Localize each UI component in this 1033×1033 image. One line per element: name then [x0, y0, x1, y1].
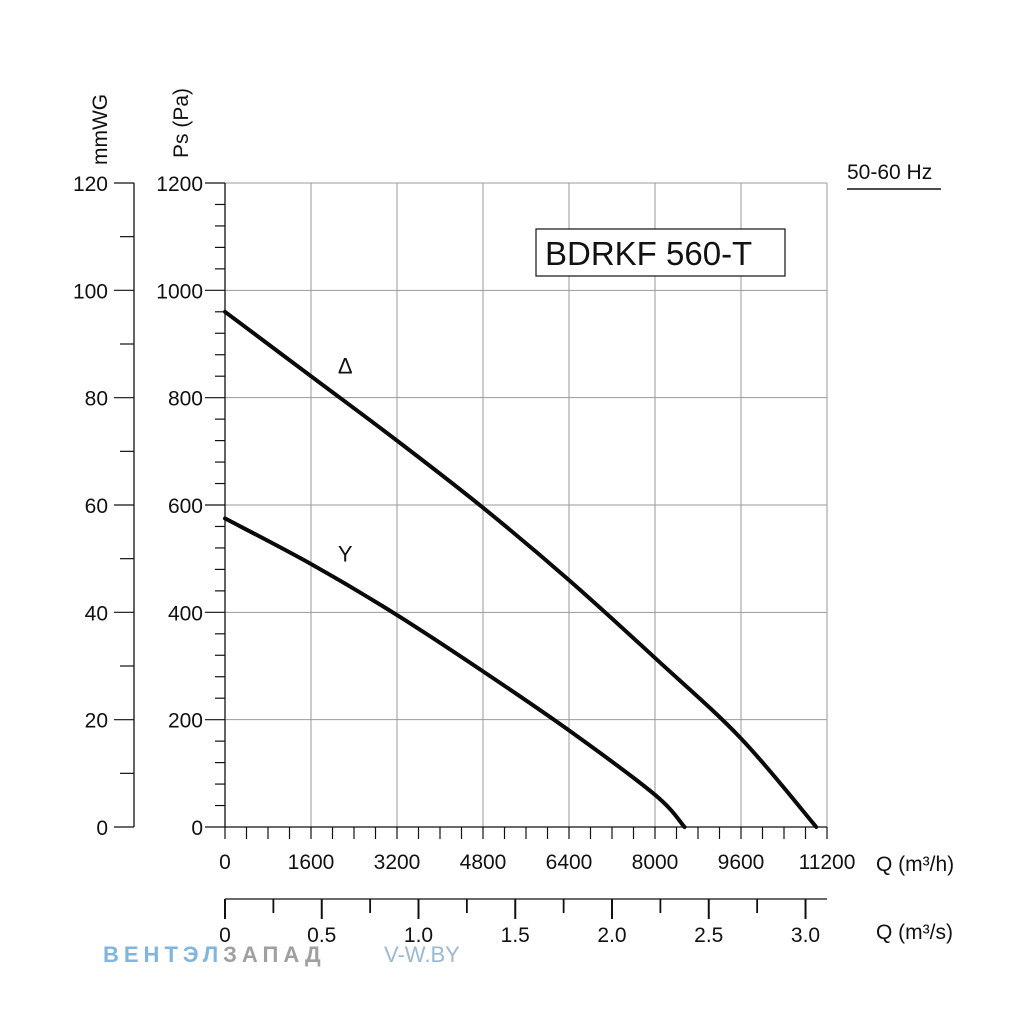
axes	[114, 182, 828, 919]
y2-tick-label: 60	[85, 495, 108, 518]
y2-tick-label: 40	[85, 602, 108, 625]
y2-tick-label: 120	[73, 173, 108, 196]
y2-tick-label: 80	[85, 388, 108, 411]
x2-tick-label: 0.5	[307, 924, 336, 947]
series-label: Y	[338, 541, 353, 566]
x-tick-label: 0	[219, 851, 231, 874]
y2-axis-title: mmWG	[89, 94, 112, 165]
watermark: ВЕНТЭЛЗАПАД	[103, 942, 326, 967]
y-tick-label: 0	[191, 817, 203, 840]
y-tick-label: 200	[168, 710, 203, 733]
y-tick-label: 400	[168, 602, 203, 625]
x-tick-label: 3200	[374, 851, 421, 874]
x-tick-label: 11200	[799, 851, 856, 874]
y2-tick-label: 0	[96, 817, 108, 840]
y-tick-label: 1000	[156, 280, 203, 303]
watermark-part2: ЗАПАД	[223, 942, 326, 967]
x-tick-label: 8000	[632, 851, 679, 874]
y-tick-label: 800	[168, 388, 203, 411]
x-tick-label: 9600	[718, 851, 765, 874]
x-tick-label: 4800	[460, 851, 507, 874]
y2-tick-label: 100	[73, 280, 108, 303]
x2-tick-label: 2.5	[694, 924, 723, 947]
x-axis-title: Q (m³/h)	[876, 853, 954, 876]
x2-tick-label: 1.0	[404, 924, 433, 947]
x-tick-label: 6400	[546, 851, 593, 874]
x2-tick-label: 1.5	[501, 924, 530, 947]
curves	[223, 309, 819, 829]
watermark-site: V-W.BY	[384, 942, 460, 967]
x2-axis-title: Q (m³/s)	[876, 921, 953, 944]
grid	[225, 182, 828, 827]
model-box	[535, 228, 786, 277]
x-tick-label: 1600	[288, 851, 335, 874]
model-title: BDRKF 560-T	[545, 235, 752, 272]
curve-y	[223, 516, 687, 829]
series-label: Δ	[338, 353, 353, 378]
frequency-label: 50-60 Hz	[847, 161, 932, 184]
y2-tick-label: 20	[85, 710, 108, 733]
watermark-part1: ВЕНТЭЛ	[103, 942, 223, 967]
x2-tick-label: 0	[219, 924, 231, 947]
y-tick-label: 1200	[156, 173, 203, 196]
curve-delta	[223, 309, 819, 829]
y-tick-label: 600	[168, 495, 203, 518]
y-axis-title: Ps (Pa)	[170, 88, 193, 158]
x2-tick-label: 2.0	[597, 924, 626, 947]
x2-tick-label: 3.0	[791, 924, 820, 947]
